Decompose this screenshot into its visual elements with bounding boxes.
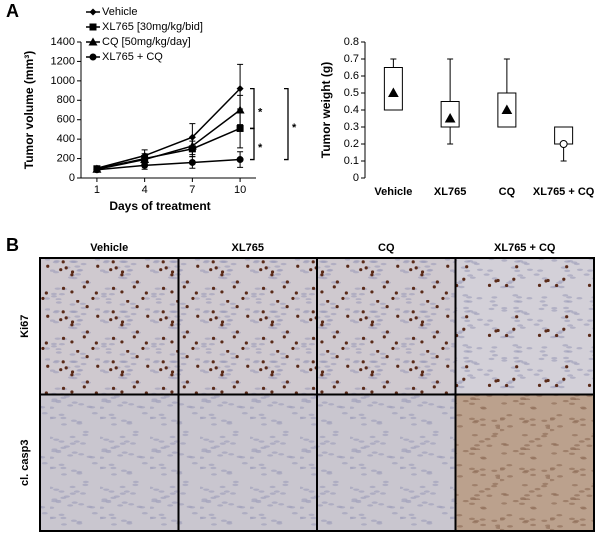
data-point — [236, 85, 244, 93]
micrograph — [39, 257, 180, 396]
x-tick-label: CQ — [499, 186, 516, 198]
y-tick-label: 0 — [69, 172, 75, 184]
x-tick-label: Vehicle — [374, 186, 412, 198]
x-tick-label: XL765 + CQ — [533, 186, 595, 198]
y-tick-label: 0.7 — [344, 53, 359, 65]
panel-label: A — [6, 1, 19, 21]
legend-marker — [89, 8, 97, 16]
y-tick-label: 0.1 — [344, 155, 359, 167]
micrograph — [177, 393, 318, 532]
micrograph — [316, 393, 457, 532]
data-point — [236, 124, 244, 132]
legend-marker — [89, 23, 97, 31]
legend-label: XL765 + CQ — [102, 51, 163, 63]
micrograph — [454, 393, 595, 532]
data-point — [235, 105, 245, 114]
y-tick-label: 600 — [57, 114, 75, 126]
series-line — [96, 88, 241, 170]
mean-marker — [444, 112, 456, 123]
column-header: CQ — [378, 242, 395, 254]
x-tick-label: 7 — [189, 184, 195, 196]
data-point — [187, 141, 197, 150]
y-axis-label: Tumor weight (g) — [319, 62, 333, 158]
x-axis-label: Days of treatment — [109, 199, 210, 213]
data-point — [93, 166, 101, 174]
y-tick-label: 0.8 — [344, 36, 359, 48]
significance-bracket — [250, 87, 255, 130]
series-line — [96, 109, 241, 170]
y-tick-label: 400 — [57, 133, 75, 145]
micrograph — [177, 257, 318, 396]
significance-bracket — [284, 87, 289, 161]
y-tick-label: 200 — [57, 152, 75, 164]
legend-label: Vehicle — [102, 6, 137, 18]
y-tick-label: 1000 — [51, 75, 75, 87]
significance-star: * — [258, 106, 263, 118]
significance-star: * — [258, 142, 263, 154]
data-point — [141, 161, 149, 169]
row-label: cl. casp3 — [19, 440, 31, 486]
legend-marker — [88, 37, 98, 46]
mean-marker — [559, 140, 568, 148]
legend-label: XL765 [30mg/kg/bid] — [102, 21, 203, 33]
column-header: XL765 — [232, 242, 264, 254]
legend-marker — [89, 53, 97, 61]
y-tick-label: 0.3 — [344, 121, 359, 133]
micrograph — [316, 257, 457, 396]
micrograph — [39, 393, 180, 532]
column-header: Vehicle — [90, 242, 128, 254]
x-tick-label: 10 — [234, 184, 246, 196]
mean-marker — [388, 87, 399, 97]
y-tick-label: 800 — [57, 94, 75, 106]
legend-label: CQ [50mg/kg/day] — [102, 36, 191, 48]
x-tick-label: 4 — [142, 184, 148, 196]
x-tick-label: 1 — [94, 184, 100, 196]
panel-label: B — [6, 235, 19, 255]
y-axis-label: Tumor volume (mm³) — [22, 51, 36, 169]
y-tick-label: 0.6 — [344, 70, 359, 82]
y-tick-label: 0 — [353, 172, 359, 184]
y-tick-label: 0.4 — [344, 104, 359, 116]
data-point — [236, 156, 244, 164]
column-header: XL765 + CQ — [494, 242, 556, 254]
y-tick-label: 1400 — [51, 36, 75, 48]
series-line — [96, 158, 241, 171]
y-tick-label: 1200 — [51, 55, 75, 67]
significance-bracket — [250, 127, 255, 161]
row-label: Ki67 — [19, 315, 31, 338]
y-tick-label: 0.5 — [344, 87, 359, 99]
data-point — [188, 158, 196, 166]
y-tick-label: 0.2 — [344, 138, 359, 150]
significance-star: * — [292, 122, 297, 134]
mean-marker — [501, 104, 513, 114]
micrograph — [454, 257, 595, 396]
x-tick-label: XL765 — [434, 186, 466, 198]
